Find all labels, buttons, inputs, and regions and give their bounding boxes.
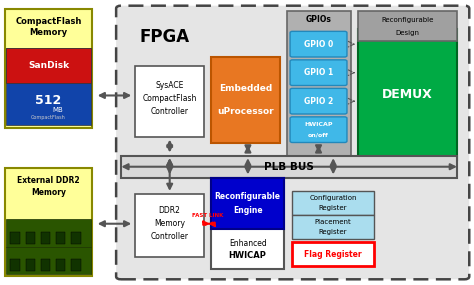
Text: Memory: Memory [154, 219, 185, 228]
Bar [135, 66, 204, 137]
Text: Engine: Engine [233, 206, 263, 215]
Text: Reconfigurable: Reconfigurable [215, 192, 281, 201]
Bar [41, 259, 50, 271]
Bar [71, 232, 81, 244]
Bar [292, 191, 374, 215]
Text: Placement: Placement [315, 219, 351, 225]
Text: GPIO 1: GPIO 1 [304, 68, 333, 77]
Text: SanDisk: SanDisk [28, 61, 69, 70]
Text: FPGA: FPGA [140, 28, 190, 46]
Text: on/off: on/off [308, 132, 329, 137]
Bar [6, 247, 91, 274]
Bar [26, 232, 35, 244]
Text: HWICAP: HWICAP [229, 251, 266, 260]
Text: 512: 512 [36, 93, 62, 107]
Text: Memory: Memory [29, 28, 68, 37]
Bar [26, 259, 35, 271]
Bar [358, 28, 457, 160]
Bar [10, 232, 20, 244]
Bar [6, 219, 91, 247]
Bar [211, 178, 284, 269]
Text: Design: Design [396, 30, 419, 36]
FancyBboxPatch shape [290, 60, 347, 86]
Bar [135, 194, 204, 256]
Bar [121, 156, 457, 178]
Text: FAST LINK: FAST LINK [192, 213, 223, 218]
Bar [211, 57, 280, 142]
FancyBboxPatch shape [290, 88, 347, 114]
Text: Embedded: Embedded [219, 84, 272, 93]
Text: GPIOs: GPIOs [306, 15, 332, 25]
Text: CompactFlash: CompactFlash [31, 115, 66, 120]
Text: Flag Register: Flag Register [304, 250, 362, 259]
FancyBboxPatch shape [290, 117, 347, 142]
Bar [56, 259, 65, 271]
Bar [358, 11, 457, 41]
Text: Controller: Controller [150, 107, 189, 116]
Text: GPIO 0: GPIO 0 [304, 40, 333, 49]
FancyBboxPatch shape [116, 6, 469, 279]
Bar [41, 232, 50, 244]
Bar [10, 259, 20, 271]
Text: SysACE: SysACE [155, 81, 183, 90]
Text: Enhanced: Enhanced [229, 239, 266, 248]
Text: Register: Register [319, 229, 347, 235]
Bar [292, 242, 374, 266]
Text: MB: MB [53, 107, 64, 113]
Text: CompactFlash: CompactFlash [142, 94, 197, 103]
Text: Memory: Memory [31, 188, 66, 197]
Text: Controller: Controller [150, 232, 189, 241]
Text: Register: Register [319, 205, 347, 211]
Bar [5, 9, 92, 128]
Text: uProcessor: uProcessor [217, 107, 273, 116]
Bar [6, 48, 91, 125]
Bar [211, 178, 284, 229]
Bar [71, 259, 81, 271]
Text: DDR2: DDR2 [158, 206, 181, 215]
Text: HWICAP: HWICAP [304, 122, 333, 127]
Text: GPIO 2: GPIO 2 [304, 97, 333, 106]
Bar [6, 48, 91, 83]
Bar [56, 232, 65, 244]
Text: Configuration: Configuration [309, 195, 357, 201]
Text: PLB BUS: PLB BUS [264, 162, 314, 172]
Text: Reconfigurable: Reconfigurable [382, 17, 434, 23]
Bar [5, 168, 92, 276]
Text: DEMUX: DEMUX [382, 87, 433, 101]
Bar [292, 215, 374, 239]
FancyBboxPatch shape [290, 31, 347, 57]
Bar [287, 11, 351, 160]
Text: CompactFlash: CompactFlash [15, 17, 82, 26]
Text: External DDR2: External DDR2 [17, 176, 80, 186]
